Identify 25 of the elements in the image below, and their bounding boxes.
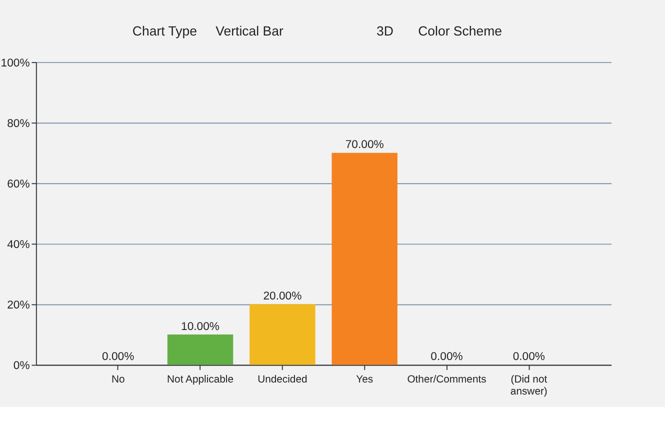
- data-label: 0.00%: [430, 351, 463, 364]
- x-tick-label: Other/Comments: [407, 374, 486, 386]
- data-label: 0.00%: [102, 351, 134, 364]
- text: Color Scheme: [418, 24, 502, 39]
- y-tick-label: 0%: [13, 360, 30, 372]
- y-tick-label: 40%: [7, 238, 30, 251]
- x-tick-label: (Did not answer): [510, 374, 548, 398]
- data-label: 10.00%: [181, 320, 220, 333]
- data-label: 70.00%: [345, 139, 384, 152]
- y-tick-label: 80%: [7, 118, 30, 130]
- x-tick-label: Not Applicable: [167, 374, 234, 386]
- y-tick-label: 20%: [7, 300, 30, 312]
- text: 3D: [376, 24, 394, 39]
- bar: [332, 152, 398, 365]
- data-label: 20.00%: [263, 290, 302, 303]
- text: Chart Type: [132, 24, 197, 39]
- text: Vertical Bar: [216, 24, 284, 39]
- x-tick-label: No: [111, 374, 125, 386]
- x-tick-label: Undecided: [258, 374, 308, 386]
- x-tick-label: Yes: [356, 374, 374, 386]
- y-tick-label: 60%: [7, 178, 30, 190]
- bar: [250, 304, 316, 365]
- data-label: 0.00%: [512, 351, 546, 364]
- y-tick-label: 100%: [0, 57, 30, 70]
- bar: [167, 334, 234, 365]
